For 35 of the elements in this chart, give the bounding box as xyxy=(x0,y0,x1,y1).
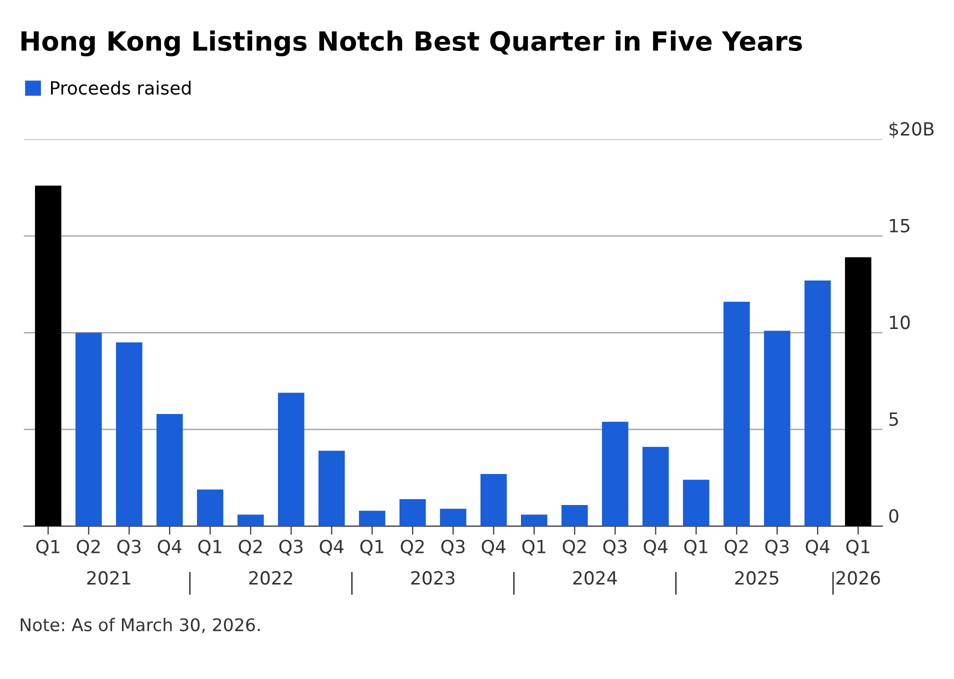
y-tick-label: $20B xyxy=(890,122,934,138)
x-tick-label: Q2 xyxy=(562,540,586,556)
x-tick-label: Q4 xyxy=(158,540,182,556)
y-tick-label: 10 xyxy=(890,316,910,330)
x-tick-label: Q1 xyxy=(522,540,546,556)
x-tick-label: Q1 xyxy=(360,540,384,556)
x-tick-label: Q1 xyxy=(684,540,708,556)
x-tick-label: Q4 xyxy=(806,540,830,556)
y-tick-label: 0 xyxy=(889,509,898,523)
x-tick-label: Q3 xyxy=(765,540,789,556)
x-tick-label: Q4 xyxy=(644,540,668,556)
x-tick-label: Q4 xyxy=(482,540,506,556)
x-tick-label: Q1 xyxy=(36,540,60,556)
x-tick-label: Q2 xyxy=(76,540,100,556)
y-tick-label: 5 xyxy=(889,412,898,426)
text: 2021 xyxy=(87,571,130,585)
text: Note: As of March 30, 2026. xyxy=(20,618,260,634)
x-tick-label: Q2 xyxy=(724,540,748,556)
text: 2022 xyxy=(249,571,292,585)
x-tick-label: Q3 xyxy=(441,540,465,556)
x-tick-label: Q3 xyxy=(279,540,303,556)
chart-title: Hong Kong Listings Notch Best Quarter in Five Years xyxy=(22,30,802,56)
x-tick-label: Q1 xyxy=(198,540,222,556)
text: 2023 xyxy=(411,571,454,585)
text: 2024 xyxy=(573,571,617,585)
text: 2026 xyxy=(836,571,880,585)
x-tick-label: Q4 xyxy=(320,540,344,556)
x-tick-label: Q3 xyxy=(117,540,141,556)
x-tick-label: Q2 xyxy=(400,540,424,556)
legend-label: Proceeds raised xyxy=(51,80,190,95)
y-tick-label: 15 xyxy=(890,219,910,232)
x-tick-label: Q2 xyxy=(238,540,262,556)
text: 2025 xyxy=(735,571,778,585)
x-tick-label: Q1 xyxy=(846,540,870,556)
x-tick-label: Q3 xyxy=(603,540,627,556)
